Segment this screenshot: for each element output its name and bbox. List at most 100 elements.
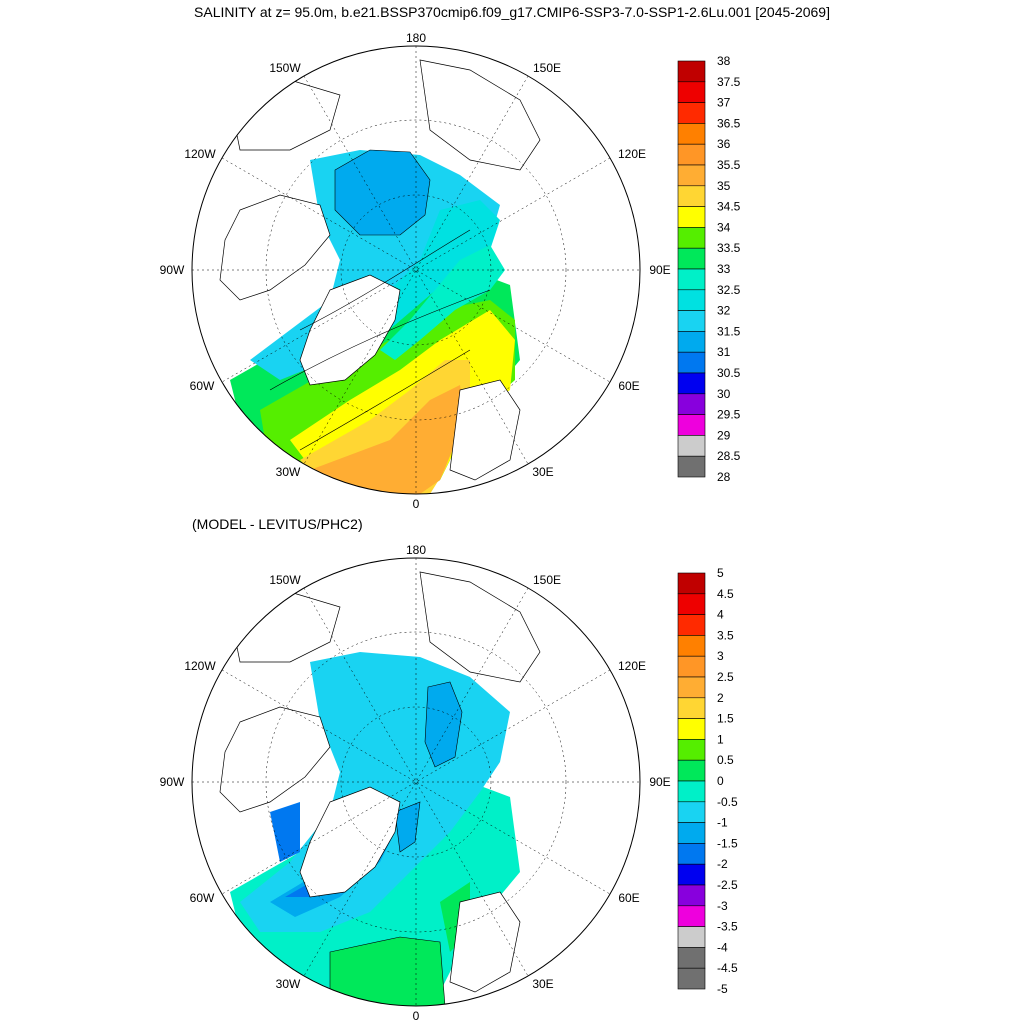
anomaly-colorbar-label: 3 (717, 649, 724, 663)
salinity-colorbar-label: 36.5 (717, 116, 741, 130)
salinity-colorbar-label: 31 (717, 345, 731, 359)
salinity-colorbar-swatch (677, 227, 706, 249)
lon-label-60e: 60E (618, 891, 639, 905)
lon-label-180: 180 (406, 543, 426, 557)
graticule (192, 558, 640, 1006)
anomaly-map: 180 0 150W 150E 120W 120E 90W 90E 60W 60… (160, 543, 738, 1023)
anomaly-colorbar-label: -2 (717, 857, 728, 871)
salinity-colorbar-swatch (677, 102, 706, 124)
lon-label-30w: 30W (276, 977, 301, 991)
lon-label-0: 0 (413, 1009, 420, 1023)
anomaly-colorbar-label: 3.5 (717, 628, 734, 642)
lon-label-150e: 150E (533, 573, 561, 587)
anomaly-colorbar-swatch (677, 780, 706, 803)
salinity-colorbar-swatch (677, 351, 706, 374)
salinity-field (219, 59, 541, 494)
salinity-colorbar-label: 34 (717, 220, 731, 234)
salinity-colorbar-label: 28.5 (717, 449, 741, 463)
lon-label-120e: 120E (618, 659, 646, 673)
salinity-colorbar-label: 31.5 (717, 324, 741, 338)
anomaly-colorbar-label: -3.5 (717, 920, 738, 934)
anomaly-colorbar-label: -1 (717, 816, 728, 830)
lon-label-150w: 150W (269, 61, 301, 75)
anomaly-colorbar-swatch (677, 801, 706, 823)
salinity-colorbar-label: 35.5 (717, 158, 741, 172)
salinity-colorbar-swatch (677, 123, 706, 145)
anomaly-colorbar-label: -1.5 (717, 836, 738, 850)
salinity-colorbar-swatch (677, 143, 706, 166)
lon-label-30e: 30E (532, 465, 553, 479)
anomaly-colorbar-swatch (677, 905, 706, 927)
salinity-colorbar: 38 37.5 37 36.5 36 35.5 35 34.5 34 33.5 33 32.5 32 31… (677, 54, 741, 484)
salinity-colorbar-swatch (677, 247, 706, 270)
lon-label-30e: 30E (532, 977, 553, 991)
anomaly-colorbar-label: 4.5 (717, 587, 734, 601)
anomaly-colorbar-swatch (677, 739, 706, 761)
lon-label-90e: 90E (649, 263, 670, 277)
anomaly-colorbar-label: -5 (717, 982, 728, 996)
anomaly-colorbar-label: 1.5 (717, 712, 734, 726)
anomaly-colorbar-label: -2.5 (717, 878, 738, 892)
salinity-colorbar-swatch (677, 414, 706, 436)
anomaly-colorbar-swatch (677, 967, 706, 990)
anomaly-field (219, 571, 541, 1006)
salinity-colorbar-label: 35 (717, 179, 731, 193)
lon-label-90w: 90W (160, 263, 185, 277)
salinity-colorbar-label: 37.5 (717, 75, 741, 89)
lon-label-30w: 30W (276, 465, 301, 479)
salinity-colorbar-label: 33 (717, 262, 731, 276)
salinity-colorbar-label: 38 (717, 54, 731, 68)
anomaly-colorbar-swatch (677, 697, 706, 719)
lon-label-150w: 150W (269, 573, 301, 587)
salinity-colorbar-swatch (677, 310, 706, 332)
salinity-colorbar-swatch (677, 331, 706, 353)
lon-label-120w: 120W (184, 147, 216, 161)
lon-label-60w: 60W (190, 891, 215, 905)
salinity-colorbar-label: 33.5 (717, 241, 741, 255)
anomaly-colorbar-label: -4 (717, 940, 728, 954)
salinity-colorbar-swatch (677, 206, 706, 228)
salinity-colorbar-label: 29 (717, 428, 731, 442)
anomaly-colorbar-swatch (677, 676, 706, 699)
salinity-colorbar-swatch (677, 185, 706, 207)
salinity-colorbar-label: 32.5 (717, 283, 741, 297)
anomaly-colorbar-label: 0.5 (717, 753, 734, 767)
salinity-colorbar-label: 32 (717, 304, 731, 318)
salinity-colorbar-label: 30 (717, 387, 731, 401)
anomaly-colorbar-swatch (677, 635, 706, 657)
anomaly-colorbar-swatch (677, 655, 706, 678)
lon-label-0: 0 (413, 497, 420, 511)
anomaly-colorbar-swatch (677, 822, 706, 844)
anomaly-colorbar-label: 2.5 (717, 670, 734, 684)
anomaly-colorbar-label: 0 (717, 774, 724, 788)
lon-label-90w: 90W (160, 775, 185, 789)
salinity-colorbar-label: 34.5 (717, 200, 741, 214)
anomaly-colorbar-label: -0.5 (717, 795, 738, 809)
salinity-colorbar-swatch (677, 393, 706, 415)
salinity-map: 180 0 150W 150E 120W 120E 90W 90E 60W 60… (160, 31, 741, 511)
lon-label-60w: 60W (190, 379, 215, 393)
lon-label-120w: 120W (184, 659, 216, 673)
anomaly-colorbar-swatch (677, 843, 706, 865)
salinity-colorbar-swatch (677, 164, 706, 187)
salinity-colorbar-label: 29.5 (717, 408, 741, 422)
salinity-colorbar-swatch (677, 81, 706, 103)
lon-label-150e: 150E (533, 61, 561, 75)
anomaly-colorbar-swatch (677, 759, 706, 782)
salinity-colorbar-label: 30.5 (717, 366, 741, 380)
plot-subtitle: (MODEL - LEVITUS/PHC2) (192, 516, 363, 532)
lon-label-180: 180 (406, 31, 426, 45)
salinity-colorbar-label: 36 (717, 137, 731, 151)
anomaly-colorbar: 5 4.5 4 3.5 3 2.5 2 1.5 1 0.5 0 -0.5 -1 -1.5 -2 -2.5 -3 -… (677, 566, 738, 996)
anomaly-colorbar-label: 4 (717, 608, 724, 622)
anomaly-colorbar-swatch (677, 926, 706, 948)
salinity-colorbar-swatch (677, 435, 706, 457)
anomaly-colorbar-swatch (677, 593, 706, 615)
anomaly-colorbar-swatch (677, 572, 706, 595)
anomaly-colorbar-label: -3 (717, 899, 728, 913)
anomaly-colorbar-label: 1 (717, 732, 724, 746)
plot-title: SALINITY at z= 95.0m, b.e21.BSSP370cmip6… (194, 4, 830, 20)
anomaly-colorbar-label: -4.5 (717, 961, 738, 975)
anomaly-colorbar-swatch (677, 947, 706, 969)
map-border (191, 557, 641, 1007)
